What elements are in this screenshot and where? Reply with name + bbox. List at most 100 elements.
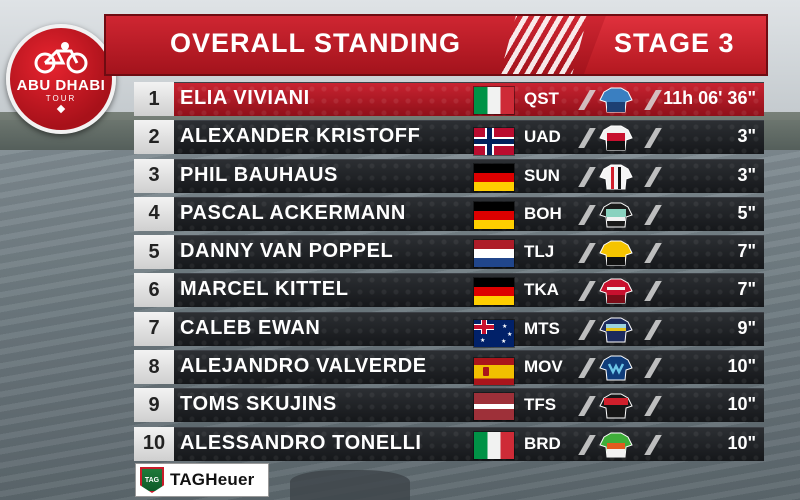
- row-bar: TOMS SKUJINS TFS 10": [174, 388, 764, 423]
- latvia-flag-icon: [474, 393, 514, 421]
- team-code: TKA: [524, 280, 559, 300]
- standings-row: 5 DANNY VAN POPPEL TLJ 7": [134, 235, 764, 270]
- team-code: BRD: [524, 433, 561, 453]
- bardiani-jersey-icon: [599, 432, 633, 458]
- germany-flag-icon: [474, 163, 514, 191]
- team-code: UAD: [524, 127, 561, 147]
- separator: [578, 243, 596, 264]
- separator: [644, 166, 662, 187]
- separator: [578, 128, 596, 149]
- row-bar: ELIA VIVIANI QST 11h 06' 36": [174, 82, 764, 116]
- rider-name: ALESSANDRO TONELLI: [180, 431, 422, 454]
- lottonl-jersey-icon: [599, 240, 633, 266]
- standings-row: 6 MARCEL KITTEL TKA 7": [134, 273, 764, 308]
- team-code: MOV: [524, 357, 563, 377]
- abu-dhabi-tour-logo: ABU DHABI TOUR: [6, 24, 116, 134]
- position-number: 7: [134, 311, 174, 346]
- rider-name: ALEJANDRO VALVERDE: [180, 355, 427, 378]
- separator: [644, 396, 662, 417]
- standings-row: 1 ELIA VIVIANI QST 11h 06' 36": [134, 82, 764, 116]
- cyclist-icon: [34, 41, 88, 73]
- position-number: 2: [134, 120, 174, 155]
- row-bar: CALEB EWAN ★ ★ ★ ★ MTS 9": [174, 311, 764, 347]
- standings-row: 4 PASCAL ACKERMANN BOH 5": [134, 196, 764, 231]
- separator: [644, 90, 662, 110]
- stage-label: STAGE 3: [614, 28, 735, 58]
- background-boat: [290, 470, 410, 500]
- row-bar: ALESSANDRO TONELLI BRD 10": [174, 426, 764, 461]
- separator: [578, 358, 596, 379]
- separator: [644, 128, 662, 149]
- position-number: 6: [134, 273, 174, 308]
- mitchelton-jersey-icon: [599, 317, 633, 343]
- position-number: 5: [134, 235, 174, 270]
- standings-row: 3 PHIL BAUHAUS SUN 3": [134, 158, 764, 193]
- separator: [578, 434, 596, 455]
- quickstep-jersey-icon: [599, 87, 633, 113]
- germany-flag-icon: [474, 201, 514, 229]
- team-code: TLJ: [524, 242, 555, 262]
- team-code: QST: [524, 89, 559, 108]
- header-stripes: [500, 16, 588, 74]
- sunweb-jersey-icon: [599, 164, 633, 190]
- standings-row: 8 ALEJANDRO VALVERDE MOV 10": [134, 350, 764, 386]
- row-bar: DANNY VAN POPPEL TLJ 7": [174, 235, 764, 270]
- team-code: SUN: [524, 165, 560, 185]
- separator: [644, 358, 662, 379]
- norway-flag-icon: [474, 128, 514, 156]
- separator: [644, 434, 662, 455]
- rider-name: TOMS SKUJINS: [180, 393, 337, 416]
- tagheuer-shield-icon: TAG: [140, 467, 164, 493]
- rider-name: CALEB EWAN: [180, 316, 321, 339]
- spain-flag-icon: [474, 358, 514, 386]
- separator: [578, 319, 596, 340]
- standings-header: OVERALL STANDING STAGE 3: [104, 14, 768, 76]
- bora-jersey-icon: [599, 202, 633, 228]
- italy-flag-icon: [474, 87, 514, 114]
- tagheuer-sponsor-logo: TAG TAGHeuer: [136, 464, 268, 496]
- time-gap: 10": [727, 432, 756, 453]
- time-gap: 5": [737, 202, 756, 223]
- team-code: TFS: [524, 395, 557, 415]
- time-gap: 9": [737, 317, 756, 338]
- position-number: 4: [134, 196, 174, 231]
- separator: [578, 281, 596, 302]
- time-gap: 3": [737, 164, 756, 185]
- separator: [644, 243, 662, 264]
- stage-box: [584, 16, 766, 74]
- time-gap: 10": [727, 394, 756, 415]
- team-code: MTS: [524, 318, 560, 338]
- logo-subtitle: TOUR: [45, 93, 77, 103]
- separator: [578, 204, 596, 225]
- separator: [578, 90, 596, 110]
- logo-title: ABU DHABI: [16, 76, 106, 94]
- position-number: 8: [134, 350, 174, 385]
- separator: [644, 204, 662, 225]
- time-gap: 7": [737, 279, 756, 300]
- rider-name: ELIA VIVIANI: [180, 87, 310, 109]
- movistar-jersey-icon: [599, 355, 633, 381]
- time-gap: 7": [737, 241, 756, 262]
- rider-name: PASCAL ACKERMANN: [180, 201, 406, 224]
- row-bar: ALEXANDER KRISTOFF UAD 3": [174, 120, 764, 156]
- standings-row: 7 CALEB EWAN ★ ★ ★ ★ MTS 9": [134, 311, 764, 347]
- rider-name: MARCEL KITTEL: [180, 278, 349, 301]
- rider-name: DANNY VAN POPPEL: [180, 240, 394, 263]
- header-title: OVERALL STANDING: [170, 28, 462, 58]
- row-bar: ALEJANDRO VALVERDE MOV 10": [174, 350, 764, 386]
- italy-flag-icon: [474, 431, 514, 459]
- australia-flag-icon: ★ ★ ★ ★: [474, 319, 514, 347]
- position-number: 3: [134, 158, 174, 193]
- rider-name: PHIL BAUHAUS: [180, 163, 338, 186]
- position-number: 9: [134, 388, 174, 423]
- separator: [644, 281, 662, 302]
- uae-jersey-icon: [599, 125, 633, 151]
- trek-jersey-icon: [599, 393, 633, 419]
- row-bar: PASCAL ACKERMANN BOH 5": [174, 196, 764, 231]
- standings-table: 1 ELIA VIVIANI QST 11h 06' 36" 2 ALEXAND…: [134, 82, 764, 465]
- standings-row: 10 ALESSANDRO TONELLI BRD 10": [134, 426, 764, 461]
- position-number: 10: [134, 426, 174, 461]
- standings-row: 2 ALEXANDER KRISTOFF UAD 3": [134, 120, 764, 156]
- rider-name: ALEXANDER KRISTOFF: [180, 125, 421, 148]
- time-gap: 11h 06' 36": [663, 88, 756, 108]
